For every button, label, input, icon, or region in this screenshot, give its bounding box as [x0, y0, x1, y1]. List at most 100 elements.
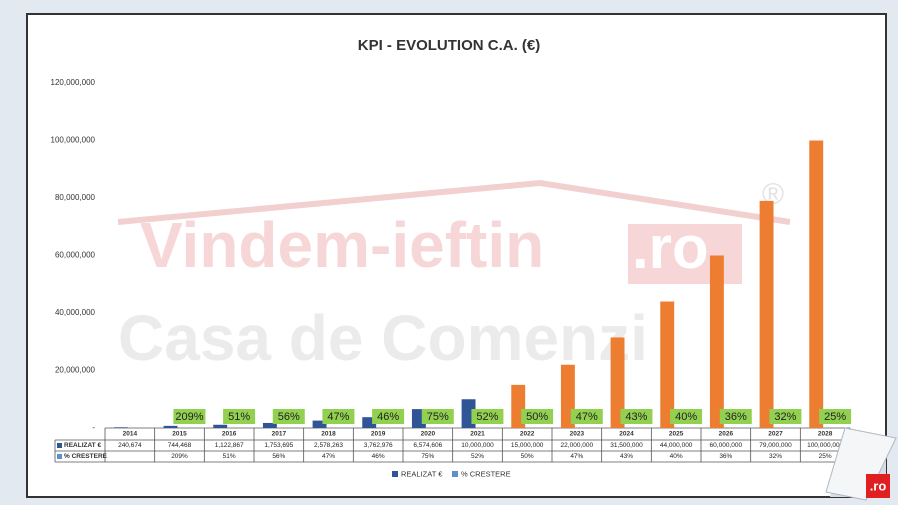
x-tick-label: 2021	[470, 431, 485, 438]
watermark-domain: .ro	[632, 214, 709, 281]
x-tick-label: 2023	[570, 431, 585, 438]
bar	[163, 425, 178, 428]
y-tick-label: 120,000,000	[51, 78, 96, 87]
table-cell: 209%	[171, 453, 188, 460]
table-cell: 43%	[620, 453, 633, 460]
y-tick-label: 80,000,000	[55, 193, 96, 202]
x-tick-label: 2017	[272, 431, 287, 438]
table-cell: 36%	[719, 453, 732, 460]
pct-label: 32%	[774, 411, 796, 423]
pct-label: 43%	[625, 411, 647, 423]
watermark-roof	[117, 179, 791, 225]
table-cell: 40%	[670, 453, 683, 460]
bar	[362, 417, 377, 428]
pct-label: 46%	[377, 411, 399, 423]
watermark-tagline: Casa de Comenzi	[118, 302, 648, 374]
pct-label-box	[570, 409, 603, 424]
table-cell: 44,000,000	[660, 442, 693, 449]
table-cell: 31,500,000	[610, 442, 643, 449]
watermark-brand: Vindem-ieftin	[140, 209, 544, 281]
x-tick-label: 2027	[768, 431, 783, 438]
legend-label: % CRESTERE	[461, 469, 511, 478]
table-cell: 744,468	[168, 442, 192, 449]
pct-label-box	[521, 409, 554, 424]
pct-label-box	[620, 409, 653, 424]
table-cell: 79,000,000	[759, 442, 792, 449]
bar	[709, 255, 724, 428]
pct-label: 75%	[427, 411, 449, 423]
pct-label: 36%	[725, 411, 747, 423]
legend-label: REALIZAT €	[401, 469, 443, 478]
pct-label: 40%	[675, 411, 697, 423]
badge-text: .ro	[870, 478, 887, 493]
table-cell: 1,753,695	[264, 442, 293, 449]
y-tick-label: 60,000,000	[55, 251, 96, 260]
x-tick-label: 2015	[172, 431, 187, 438]
bar	[113, 427, 128, 428]
y-tick-label: 20,000,000	[55, 366, 96, 375]
table-cell: 47%	[322, 453, 335, 460]
bar	[213, 424, 228, 428]
bar	[262, 422, 277, 428]
y-tick-label: 100,000,000	[51, 136, 96, 145]
pct-label-box	[819, 409, 852, 424]
y-tick-label: -	[92, 423, 95, 432]
x-tick-label: 2026	[719, 431, 734, 438]
x-tick-label: 2020	[421, 431, 436, 438]
pct-label-box	[272, 409, 305, 424]
page-curl	[825, 427, 897, 501]
pct-label: 56%	[278, 411, 300, 423]
table-row-header: % CRESTERE	[64, 453, 108, 460]
bar	[312, 420, 327, 428]
pct-label-box	[372, 409, 405, 424]
table-legend-key	[57, 443, 62, 448]
pct-label: 47%	[576, 411, 598, 423]
pct-label: 25%	[824, 411, 846, 423]
table-cell: 47%	[570, 453, 583, 460]
pct-label-box	[719, 409, 752, 424]
table-cell: 3,762,976	[364, 442, 393, 449]
table-cell: 240,674	[118, 442, 142, 449]
pct-label: 51%	[228, 411, 250, 423]
x-tick-label: 2022	[520, 431, 535, 438]
pct-label-box	[223, 409, 256, 424]
table-cell: 75%	[421, 453, 434, 460]
pct-label: 52%	[476, 411, 498, 423]
x-tick-label: 2024	[619, 431, 634, 438]
table-cell: 56%	[272, 453, 285, 460]
bar	[660, 301, 675, 428]
legend-swatch	[392, 471, 398, 477]
x-tick-label: 2019	[371, 431, 386, 438]
pct-label: 209%	[175, 411, 203, 423]
table-cell: 46%	[372, 453, 385, 460]
x-tick-label: 2014	[123, 431, 138, 438]
y-tick-label: 40,000,000	[55, 308, 96, 317]
table-cell: 52%	[471, 453, 484, 460]
pct-label-box	[173, 409, 206, 424]
plot: - 20,000,000 40,000,000 60,000,000 80,000,00…	[51, 78, 852, 478]
pct-label-box	[322, 409, 355, 424]
table-cell: 2,578,263	[314, 442, 343, 449]
bar	[809, 140, 824, 428]
table-legend-key	[57, 454, 62, 459]
x-tick-label: 2028	[818, 431, 833, 438]
table-cell: 25%	[819, 453, 832, 460]
table-cell: 51%	[223, 453, 236, 460]
pct-label-box	[471, 409, 504, 424]
bar	[759, 200, 774, 428]
pct-label: 47%	[327, 411, 349, 423]
x-tick-label: 2018	[321, 431, 336, 438]
table-cell: 22,000,000	[561, 442, 594, 449]
table-cell: 60,000,000	[710, 442, 743, 449]
bar	[610, 337, 625, 428]
pct-label-box	[421, 409, 454, 424]
x-tick-label: 2025	[669, 431, 684, 438]
badge	[866, 474, 890, 498]
x-tick-label: 2016	[222, 431, 237, 438]
pct-label-box	[670, 409, 703, 424]
table-cell: 32%	[769, 453, 782, 460]
table-cell: 6,574,606	[413, 442, 442, 449]
chart-title: KPI - EVOLUTION C.A. (€)	[358, 37, 541, 54]
